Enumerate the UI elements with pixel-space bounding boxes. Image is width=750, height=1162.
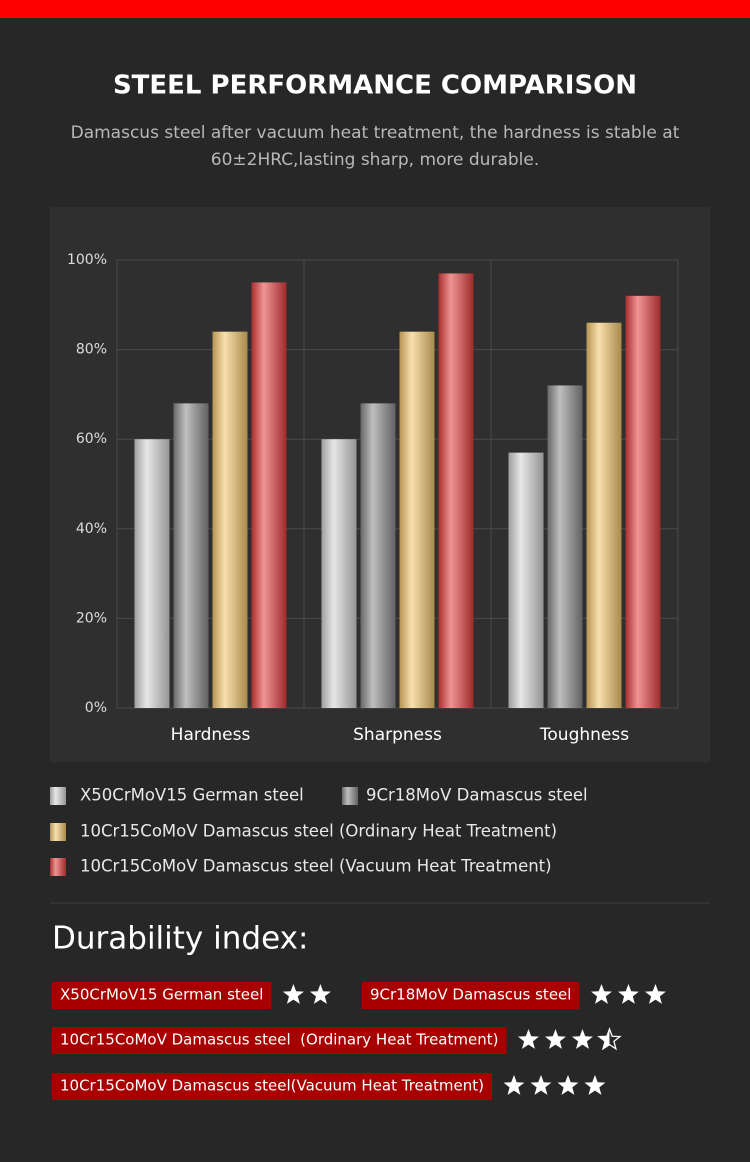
name-badge xyxy=(52,1027,507,1054)
name-badge xyxy=(52,982,272,1009)
bar xyxy=(321,439,357,708)
y-tick-label: 0% xyxy=(85,700,107,716)
star xyxy=(591,984,612,1004)
y-tick-label: 60% xyxy=(76,431,107,447)
legend-swatch xyxy=(342,787,358,805)
x-tick-label: Hardness xyxy=(171,725,251,745)
legend-label: 9Cr18MoV Damascus steel xyxy=(366,786,588,805)
bar xyxy=(134,439,170,708)
star xyxy=(545,1029,566,1049)
legend-label: 10Cr15CoMoV Damascus steel (Vacuum Heat … xyxy=(80,857,552,876)
star-outline xyxy=(597,1027,622,1051)
y-tick-label: 40% xyxy=(76,521,107,537)
chart-title: STEEL PERFORMANCE COMPARISON xyxy=(113,71,637,101)
bar xyxy=(399,331,435,708)
legend-label: 10Cr15CoMoV Damascus steel (Ordinary Hea… xyxy=(80,822,557,841)
bar xyxy=(251,282,287,708)
bar xyxy=(173,403,209,708)
top-bar xyxy=(0,0,750,18)
bar xyxy=(212,331,248,708)
badge-label: X50CrMoV15 German steel xyxy=(60,986,263,1004)
bar xyxy=(625,295,661,708)
legend-swatch xyxy=(50,787,66,805)
badge-label: 9Cr18MoV Damascus steel xyxy=(370,986,571,1004)
star xyxy=(557,1075,579,1095)
bar xyxy=(360,403,396,708)
star xyxy=(584,1075,606,1095)
legend-label: X50CrMoV15 German steel xyxy=(80,786,304,805)
bar xyxy=(547,385,583,708)
star xyxy=(282,984,304,1004)
legend-swatch xyxy=(50,823,66,841)
star xyxy=(599,1029,610,1049)
star xyxy=(503,1075,525,1095)
star xyxy=(518,1029,539,1049)
bar xyxy=(586,322,622,708)
badge-label: 10Cr15CoMoV Damascus steel(Vacuum Heat T… xyxy=(60,1077,484,1095)
star xyxy=(645,984,666,1004)
subtitle: Damascus steel after vacuum heat treatme… xyxy=(70,123,680,170)
bar xyxy=(508,452,544,708)
y-tick-label: 20% xyxy=(76,610,107,626)
name-badge xyxy=(52,1073,492,1100)
x-tick-label: Toughness xyxy=(539,725,629,745)
badge-label: 10Cr15CoMoV Damascus steel (Ordinary Hea… xyxy=(60,1031,498,1049)
x-tick-label: Sharpness xyxy=(353,725,442,745)
y-tick-label: 100% xyxy=(67,252,107,268)
star xyxy=(618,984,639,1004)
star xyxy=(309,984,331,1004)
bar xyxy=(438,273,474,708)
legend-swatch xyxy=(50,858,66,876)
y-tick-label: 80% xyxy=(76,342,107,358)
durability-title: Durability index: xyxy=(52,921,308,957)
star xyxy=(530,1075,552,1095)
star xyxy=(572,1029,593,1049)
name-badge xyxy=(362,982,580,1009)
